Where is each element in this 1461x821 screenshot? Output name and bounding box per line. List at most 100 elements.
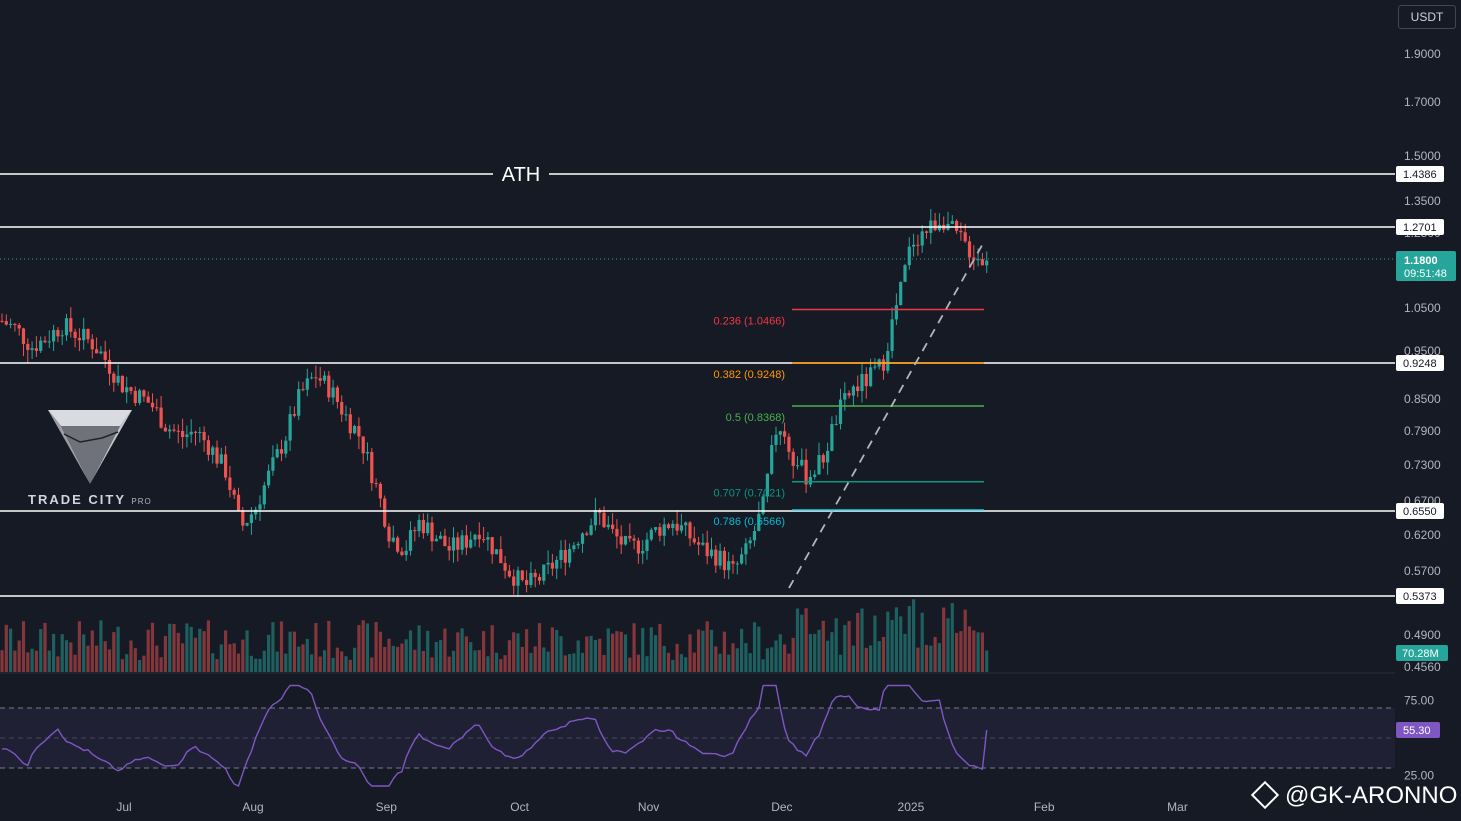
candle-body [383, 498, 387, 527]
fib-label: 0.382 (0.9248) [713, 369, 785, 381]
volume-bar [568, 654, 572, 672]
candle-body [391, 537, 395, 542]
candle-body [163, 427, 167, 432]
ath-label: ATH [502, 164, 541, 186]
volume-bar [314, 623, 318, 672]
rsi-tick-label: 25.00 [1404, 769, 1434, 783]
volume-bar [404, 639, 408, 672]
currency-selector[interactable]: USDT [1398, 5, 1456, 29]
volume-bar [408, 630, 413, 672]
volume-bar [542, 647, 546, 672]
price-tick-label: 0.4560 [1404, 660, 1441, 674]
candle-body [860, 373, 864, 392]
candle-body [503, 563, 507, 571]
volume-bar [219, 644, 223, 672]
price-tick-label: 0.4900 [1404, 628, 1441, 642]
candle-body [258, 504, 262, 510]
volume-bar [933, 636, 937, 672]
volume-bar [950, 603, 954, 672]
candle-body [924, 231, 929, 233]
volume-bar [976, 632, 980, 672]
candle-body [434, 538, 438, 542]
volume-bar [593, 639, 597, 672]
candle-body [873, 366, 877, 368]
candle-body [245, 523, 249, 526]
candle-body [864, 373, 868, 387]
volume-bar [310, 654, 314, 672]
volume-bar [224, 630, 228, 672]
price-tick-label: 1.9000 [1404, 47, 1441, 61]
candle-body [499, 549, 503, 564]
price-axis[interactable]: 1.90001.70001.50001.35001.25001.05000.95… [1404, 47, 1441, 783]
candle-body [193, 431, 198, 433]
candle-body [636, 540, 640, 554]
volume-bar [301, 644, 305, 672]
candle-body [236, 494, 241, 511]
price-tick-label: 1.7000 [1404, 95, 1441, 109]
candle-body [881, 359, 886, 371]
candle-body [206, 440, 210, 455]
volume-bar [800, 614, 804, 672]
volume-bar [791, 637, 795, 672]
candle-body [21, 328, 26, 344]
candle-body [69, 318, 73, 332]
volume-bar [765, 648, 769, 672]
candle-body [365, 451, 370, 454]
volume-bar [942, 607, 946, 672]
volume-bar [795, 608, 800, 672]
candle-body [348, 414, 352, 434]
candle-body [77, 337, 81, 341]
candle-body [9, 323, 13, 325]
candle-body [456, 537, 460, 550]
candle-body [430, 522, 434, 542]
volume-bar [580, 652, 585, 672]
candle-body [404, 550, 408, 555]
volume-bar [275, 651, 279, 672]
volume-bar [322, 650, 327, 672]
candle-body [198, 432, 202, 434]
volume-bar [783, 644, 787, 672]
candle-body [512, 576, 516, 586]
volume-bar [348, 659, 352, 672]
volume-bar [163, 635, 167, 672]
time-axis[interactable]: JunJulAugSepOctNovDec2025FebMar [0, 800, 1188, 814]
volume-bar [611, 633, 615, 672]
volume-bar [284, 653, 288, 672]
volume-bar [146, 629, 150, 672]
level-price-tag [1396, 588, 1444, 604]
volume-bar [598, 638, 602, 672]
price-tick-label: 0.7900 [1404, 424, 1441, 438]
candle-body [774, 434, 778, 446]
candle-body [460, 535, 464, 550]
candle-body [568, 549, 572, 563]
volume-bar [344, 656, 348, 672]
candle-body [413, 530, 417, 532]
candle-body [34, 348, 38, 351]
volume-bar [451, 650, 456, 672]
volume-bar [374, 622, 378, 672]
volume-bar [77, 621, 81, 672]
candle-body [378, 483, 382, 499]
candle-body [628, 535, 632, 539]
volume-bar [520, 646, 524, 672]
candle-body [464, 535, 468, 548]
candle-body [107, 359, 112, 374]
fib-retracement: 0.236 (1.0466) 0.382 (0.9248) 0.5 (0.8368)… [713, 308, 984, 528]
candle-body [955, 220, 959, 231]
volume-bar [546, 651, 550, 672]
volume-bar [516, 633, 520, 672]
price-tick-label: 0.6200 [1404, 528, 1441, 542]
volume-value: 70.28M [1402, 648, 1439, 660]
volume-bar [279, 621, 284, 672]
volume-bar [447, 656, 451, 672]
volume-bar [365, 623, 370, 672]
candle-body [387, 526, 391, 542]
volume-bar [43, 622, 47, 672]
volume-bar [391, 645, 395, 672]
candle-body [17, 324, 21, 329]
volume-bar [688, 634, 692, 672]
volume-bar [60, 634, 64, 672]
volume-bar [236, 653, 241, 672]
volume-bar [258, 658, 262, 672]
